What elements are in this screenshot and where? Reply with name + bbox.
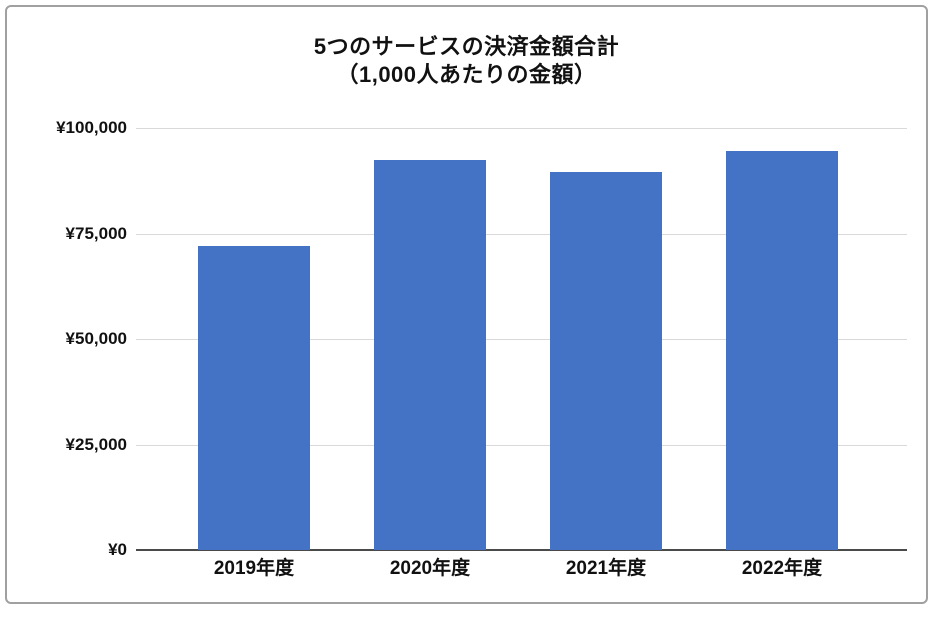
x-axis-labels: 2019年度 2020年度 2021年度 2022年度 [136, 557, 907, 585]
plot-area [136, 128, 907, 551]
x-tick-label-2019年度: 2019年度 [213, 558, 295, 579]
y-tick-label-50000: ¥50,000 [65, 329, 127, 348]
bar-2019年度 [198, 246, 310, 550]
chart-title: 5つのサービスの決済金額合計 （1,000人あたりの金額） [7, 33, 926, 89]
y-tick-label-25000: ¥25,000 [65, 434, 127, 454]
bar-2021年度 [550, 172, 662, 550]
bar-2022年度 [726, 151, 838, 550]
y-axis-labels: ¥0 ¥25,000 ¥50,000 ¥75,000 ¥100,000 [7, 7, 127, 620]
y-tick-label-0: ¥0 [108, 540, 127, 559]
x-tick-label-2022年度: 2022年度 [741, 558, 823, 579]
gridline-100000 [136, 128, 907, 129]
y-tick-label-100000: ¥100,000 [56, 118, 127, 137]
x-axis-line [136, 549, 907, 551]
x-tick-label-2020年度: 2020年度 [389, 558, 471, 579]
gridline-50000 [136, 339, 907, 340]
gridline-25000 [136, 444, 907, 446]
gridline-75000 [136, 233, 907, 235]
chart-title-line-1: 5つのサービスの決済金額合計 [313, 34, 620, 59]
chart-title-line-2: （1,000人あたりの金額） [336, 62, 597, 87]
y-tick-label-75000: ¥75,000 [65, 223, 127, 243]
x-tick-label-2021年度: 2021年度 [565, 558, 647, 579]
bar-2020年度 [374, 159, 486, 550]
chart-frame: 5つのサービスの決済金額合計 （1,000人あたりの金額） ¥0 ¥25,000 ¥… [5, 5, 928, 604]
